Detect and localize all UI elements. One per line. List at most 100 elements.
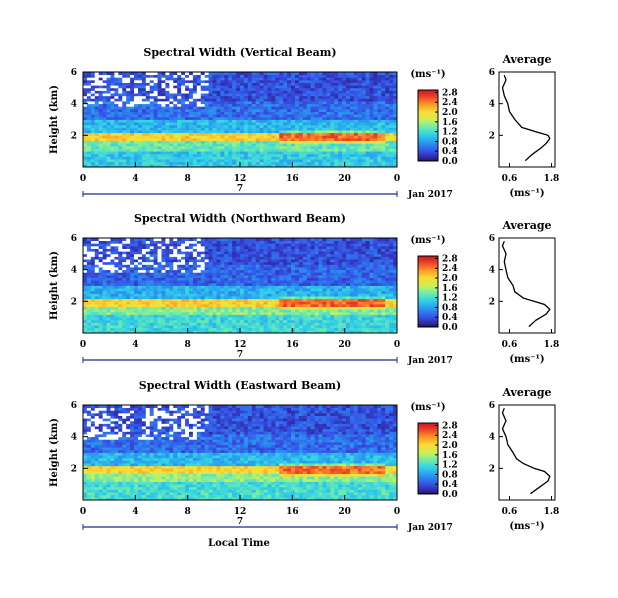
- heatmap-cell: [200, 309, 206, 313]
- heatmap-cell: [263, 161, 268, 165]
- heatmap-cell: [173, 153, 178, 157]
- heatmap-cell: [212, 161, 217, 165]
- heatmap-cell: [106, 161, 111, 165]
- heatmap-cell: [283, 325, 288, 329]
- heatmap-cell: [169, 82, 174, 86]
- heatmap-cell: [145, 74, 151, 78]
- heatmap-cell: [263, 306, 268, 310]
- heatmap-cell: [369, 314, 374, 318]
- heatmap-cell: [306, 135, 312, 139]
- heatmap-cell: [267, 274, 272, 278]
- heatmap-cell: [192, 272, 198, 276]
- heatmap-cell: [208, 127, 213, 131]
- heatmap-cell: [255, 298, 261, 302]
- heatmap-cell: [177, 164, 182, 168]
- colorbar-swatch: [418, 146, 438, 149]
- heatmap-cell: [263, 130, 268, 134]
- heatmap-cell: [90, 264, 96, 268]
- heatmap-cell: [106, 264, 111, 268]
- heatmap-cell: [204, 119, 210, 123]
- heatmap-cell: [326, 77, 331, 81]
- heatmap-cell: [318, 130, 323, 134]
- heatmap-cell: [306, 301, 312, 305]
- heatmap-cell: [181, 156, 186, 160]
- heatmap-cell: [83, 124, 88, 128]
- colorbar-swatch: [418, 121, 438, 125]
- heatmap-cell: [153, 277, 158, 281]
- heatmap-cell: [236, 151, 241, 155]
- heatmap-cell: [287, 269, 292, 273]
- heatmap-cell: [228, 101, 233, 105]
- heatmap-cell: [314, 140, 319, 144]
- heatmap-cell: [165, 137, 170, 142]
- heatmap-cell: [306, 103, 312, 107]
- heatmap-cell: [110, 306, 115, 310]
- heatmap-cell: [173, 103, 178, 107]
- heatmap-cell: [357, 327, 363, 331]
- heatmap-cell: [267, 127, 272, 131]
- heatmap-cell: [177, 288, 182, 292]
- heatmap-cell: [169, 130, 174, 134]
- heatmap-cell: [389, 72, 394, 76]
- heatmap-cell: [255, 72, 261, 76]
- heatmap-cell: [385, 267, 390, 271]
- heatmap-cell: [86, 306, 92, 310]
- heatmap-cell: [349, 108, 355, 112]
- heatmap-cell: [122, 296, 127, 300]
- heatmap-cell: [385, 95, 390, 99]
- heatmap-cell: [83, 132, 88, 136]
- heatmap-cell: [110, 153, 115, 157]
- heatmap-cell: [204, 124, 210, 128]
- heatmap-cell: [106, 317, 111, 321]
- heatmap-cell: [192, 119, 198, 123]
- heatmap-cell: [208, 298, 213, 302]
- heatmap-cell: [334, 111, 339, 115]
- heatmap-cell: [393, 145, 398, 149]
- heatmap-cell: [322, 159, 327, 163]
- heatmap-cell: [369, 124, 374, 128]
- heatmap-cell: [94, 325, 100, 329]
- heatmap-cell: [283, 119, 288, 123]
- heatmap-cell: [228, 106, 233, 110]
- heatmap-cell: [283, 164, 288, 168]
- heatmap-cell: [94, 156, 100, 160]
- heatmap-cell: [224, 148, 229, 152]
- heatmap-cell: [318, 95, 323, 99]
- heatmap-cell: [342, 137, 347, 142]
- heatmap-cell: [185, 285, 190, 289]
- heatmap-cell: [192, 159, 198, 163]
- heatmap-cell: [161, 153, 166, 157]
- heatmap-cell: [114, 298, 119, 302]
- heatmap-cell: [240, 77, 245, 81]
- heatmap-cell: [216, 285, 221, 289]
- heatmap-cell: [271, 303, 276, 308]
- heatmap-cell: [236, 90, 241, 94]
- heatmap-cell: [192, 298, 198, 302]
- heatmap-cell: [267, 156, 272, 160]
- heatmap-cell: [287, 124, 292, 128]
- heatmap-cell: [208, 285, 213, 289]
- heatmap-cell: [110, 137, 115, 142]
- heatmap-cell: [345, 137, 351, 142]
- heatmap-cell: [161, 325, 166, 329]
- heatmap-cell: [165, 303, 170, 308]
- heatmap-cell: [385, 309, 390, 313]
- heatmap-cell: [330, 303, 335, 308]
- heatmap-cell: [330, 124, 335, 128]
- heatmap-cell: [255, 311, 261, 315]
- heatmap-cell: [118, 135, 123, 139]
- heatmap-cell: [134, 79, 139, 83]
- colorbar-swatch: [418, 109, 438, 112]
- heatmap-cell: [185, 267, 190, 271]
- heatmap-cell: [385, 108, 390, 112]
- heatmap-cell: [192, 267, 198, 271]
- heatmap-cell: [259, 90, 264, 94]
- heatmap-cell: [153, 267, 158, 271]
- heatmap-cell: [365, 267, 370, 271]
- heatmap-cell: [204, 82, 210, 86]
- heatmap-cell: [149, 322, 155, 326]
- heatmap-cell: [212, 90, 217, 94]
- heatmap-cell: [165, 269, 170, 273]
- heatmap-cell: [122, 111, 127, 115]
- heatmap-cell: [298, 296, 304, 300]
